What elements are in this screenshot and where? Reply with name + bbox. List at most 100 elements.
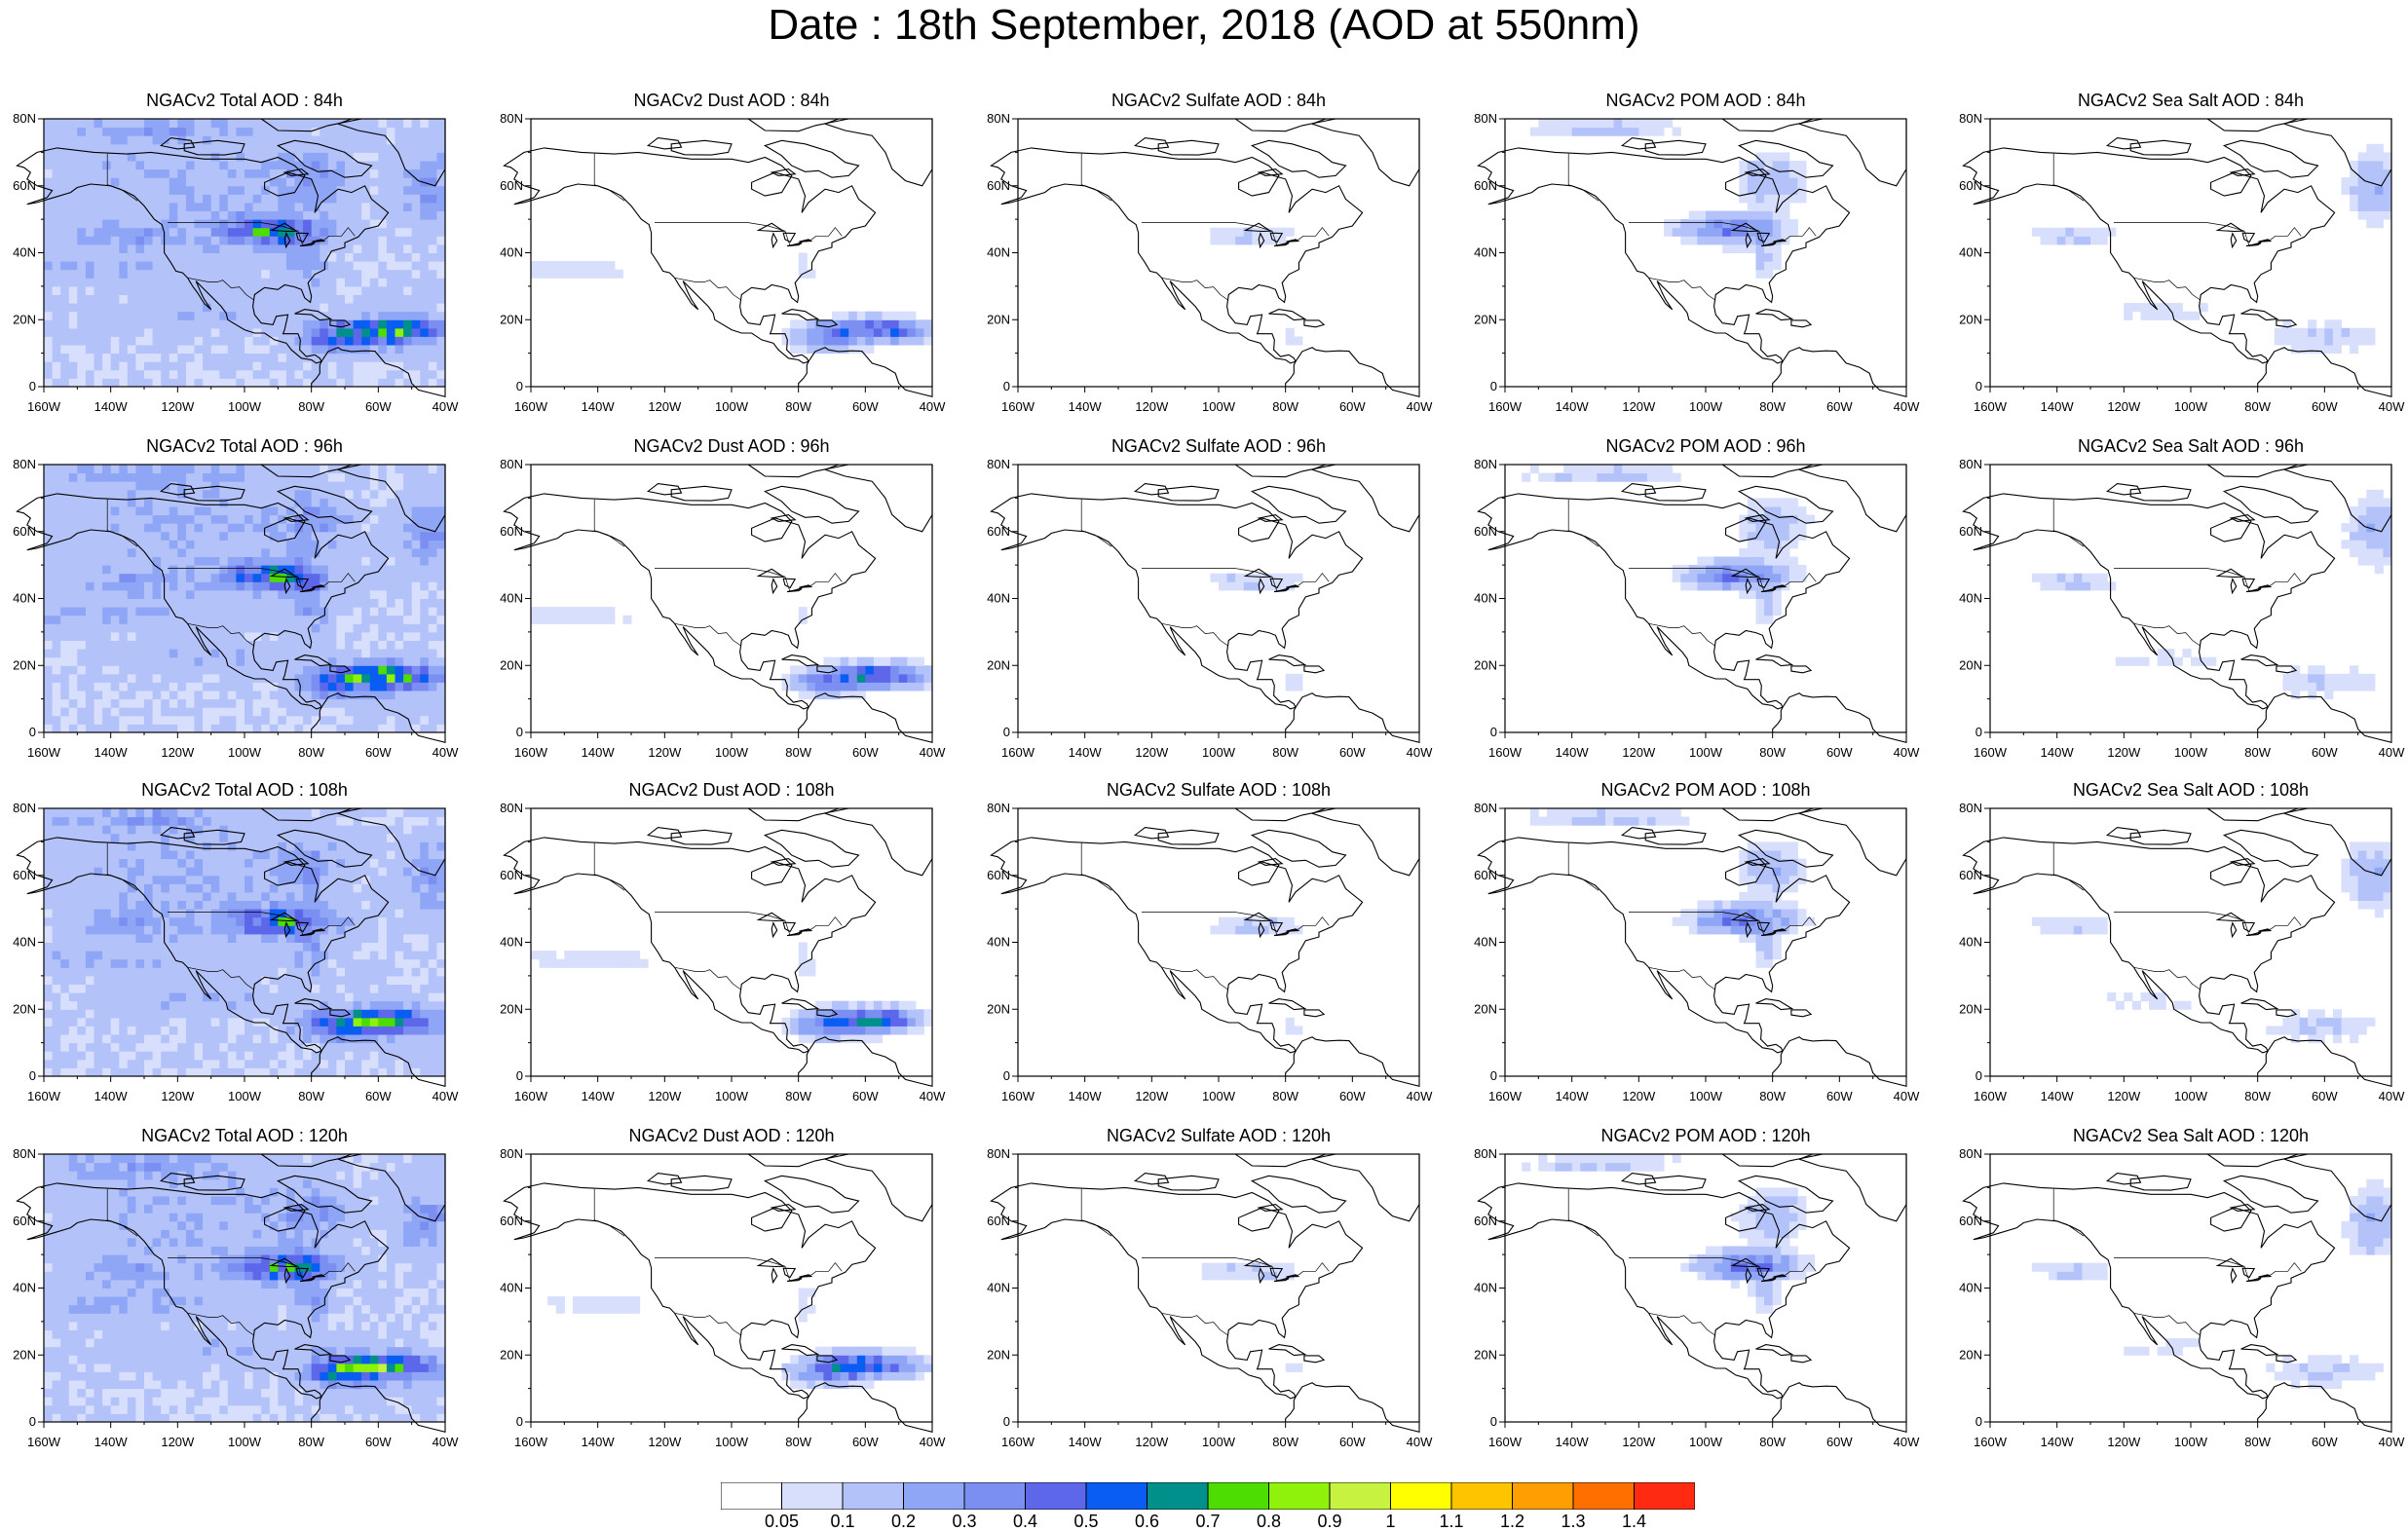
y-tick-label: 40N (13, 1281, 36, 1295)
x-tick-label: 60W (2312, 745, 2338, 760)
y-tick-label: 40N (1959, 245, 1982, 260)
x-tick-label: 120W (161, 1435, 195, 1449)
colorbar-swatch (904, 1482, 965, 1510)
y-tick-label: 0 (1490, 1414, 1497, 1429)
x-tick-label: 160W (27, 745, 61, 760)
aod-field (2032, 1179, 2392, 1389)
panel-title: NGACv2 Sulfate AOD : 96h (975, 435, 1462, 457)
x-tick-label: 40W (2379, 1435, 2405, 1449)
x-tick-label: 120W (161, 745, 195, 760)
y-tick-label: 80N (1959, 1146, 1982, 1161)
y-tick-label: 20N (987, 657, 1010, 672)
y-tick-label: 0 (516, 379, 523, 393)
x-tick-label: 80W (1272, 399, 1298, 414)
y-tick-label: 80N (500, 457, 523, 471)
x-tick-label: 60W (1826, 745, 1853, 760)
y-tick-label: 80N (500, 1146, 523, 1161)
y-tick-label: 60N (500, 524, 523, 539)
panel-title: NGACv2 Sea Salt AOD : 108h (1947, 779, 2408, 801)
colorbar-label: 0.1 (830, 1512, 854, 1532)
x-tick-label: 40W (1407, 1435, 1433, 1449)
x-tick-label: 100W (1202, 1089, 1236, 1103)
panel-title: NGACv2 Dust AOD : 96h (488, 435, 975, 457)
y-tick-label: 60N (1959, 868, 1982, 882)
coastlines (505, 119, 933, 396)
x-tick-label: 100W (1202, 745, 1236, 760)
colorbar-label: 0.05 (765, 1512, 799, 1532)
coastlines (1964, 119, 2392, 396)
y-tick-label: 80N (1474, 1146, 1497, 1161)
x-tick-label: 140W (1069, 399, 1103, 414)
y-tick-label: 0 (1003, 1068, 1010, 1083)
y-tick-label: 40N (500, 1281, 523, 1295)
colorbar-label: 0.8 (1257, 1512, 1281, 1532)
x-tick-label: 100W (1689, 745, 1723, 760)
x-tick-label: 80W (1272, 1089, 1298, 1103)
x-tick-label: 120W (1135, 1089, 1169, 1103)
x-tick-label: 80W (2244, 1089, 2271, 1103)
y-tick-label: 40N (13, 935, 36, 950)
y-tick-label: 40N (1959, 935, 1982, 950)
x-tick-label: 160W (514, 745, 548, 760)
colorbar-swatch (1086, 1482, 1148, 1510)
y-tick-label: 40N (987, 245, 1010, 260)
x-tick-label: 40W (920, 1089, 946, 1103)
x-tick-label: 140W (1069, 1089, 1103, 1103)
x-tick-label: 80W (298, 399, 324, 414)
x-tick-label: 80W (1272, 745, 1298, 760)
x-tick-label: 160W (1001, 1435, 1035, 1449)
y-tick-label: 60N (1474, 524, 1497, 539)
x-tick-label: 140W (1556, 1089, 1590, 1103)
panel-title: NGACv2 Sulfate AOD : 120h (975, 1125, 1462, 1146)
x-tick-label: 100W (1202, 399, 1236, 414)
colorbar-swatch (1451, 1482, 1513, 1510)
y-tick-label: 60N (1474, 868, 1497, 882)
y-tick-label: 0 (29, 379, 36, 393)
y-tick-label: 40N (1959, 591, 1982, 606)
x-tick-label: 120W (2107, 399, 2141, 414)
coastlines (992, 808, 1420, 1086)
x-tick-label: 60W (365, 745, 392, 760)
x-tick-label: 120W (161, 1089, 195, 1103)
y-tick-label: 20N (987, 1001, 1010, 1016)
x-tick-label: 120W (648, 1089, 682, 1103)
x-tick-label: 40W (1894, 399, 1920, 414)
x-tick-label: 40W (433, 745, 459, 760)
x-tick-label: 40W (920, 399, 946, 414)
y-tick-label: 0 (1975, 1414, 1982, 1429)
x-tick-label: 80W (298, 1435, 324, 1449)
y-tick-label: 20N (1474, 1001, 1497, 1016)
x-tick-label: 140W (582, 745, 616, 760)
y-tick-label: 40N (987, 935, 1010, 950)
y-tick-label: 20N (1959, 1001, 1982, 1016)
panel-title: NGACv2 POM AOD : 96h (1462, 435, 1949, 457)
x-tick-label: 60W (365, 1089, 392, 1103)
x-tick-label: 100W (2174, 399, 2208, 414)
y-tick-label: 0 (1490, 1068, 1497, 1083)
coastlines (505, 465, 933, 742)
x-tick-label: 80W (1759, 399, 1786, 414)
y-tick-label: 20N (13, 1001, 36, 1016)
colorbar-label: 0.2 (891, 1512, 916, 1532)
x-tick-label: 160W (1488, 745, 1523, 760)
coastlines (505, 808, 933, 1086)
y-tick-label: 20N (500, 657, 523, 672)
colorbar-label: 1.1 (1439, 1512, 1463, 1532)
y-tick-label: 80N (1474, 111, 1497, 126)
panel-title: NGACv2 Total AOD : 84h (1, 90, 488, 111)
x-tick-label: 100W (228, 745, 262, 760)
x-tick-label: 160W (514, 1435, 548, 1449)
panel-title: NGACv2 Sea Salt AOD : 96h (1947, 435, 2408, 457)
